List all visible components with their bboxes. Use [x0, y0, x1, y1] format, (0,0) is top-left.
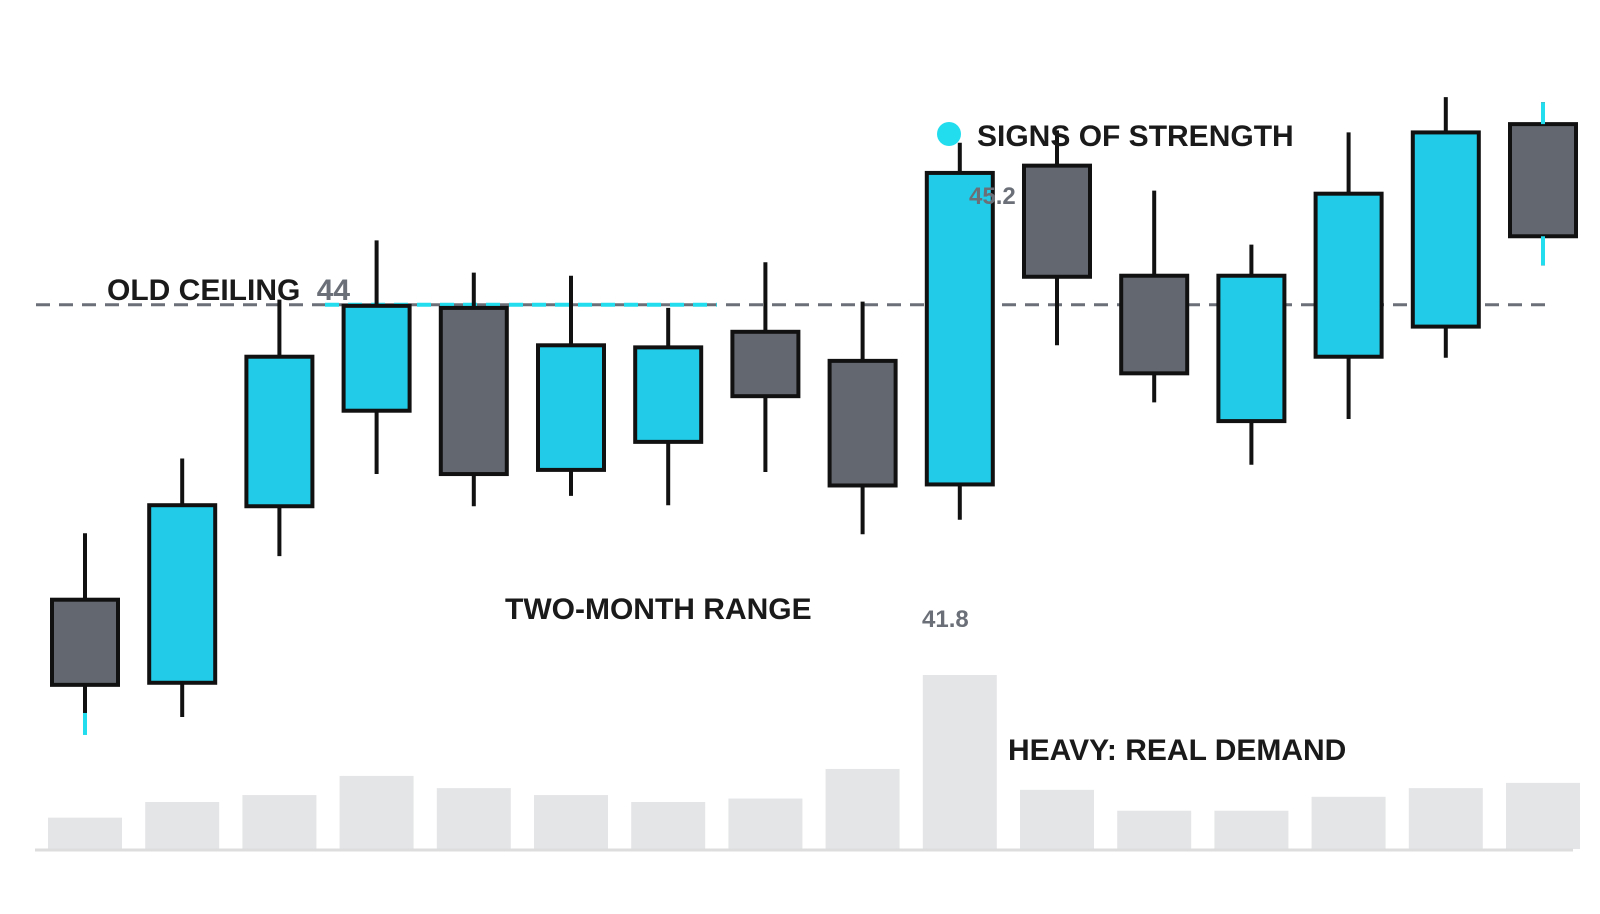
- two-month-range-label: TWO-MONTH RANGE: [505, 593, 812, 626]
- candle: [1119, 190, 1190, 403]
- volume-bar: [48, 817, 122, 849]
- candle: [827, 301, 898, 535]
- candle: [147, 458, 218, 718]
- candle-body-up: [244, 354, 315, 509]
- volume-bar: [825, 768, 900, 849]
- candle-body-down: [1022, 163, 1092, 279]
- volume-bar: [1311, 796, 1386, 849]
- candle: [1216, 244, 1287, 465]
- high-value-label: 45.2: [969, 183, 1016, 210]
- candle: [50, 533, 120, 715]
- candle-body-up: [341, 303, 412, 413]
- volume-bar: [1214, 810, 1289, 849]
- volume-bar: [1506, 782, 1580, 849]
- low-value-label: 41.8: [922, 606, 969, 633]
- candle: [924, 142, 995, 520]
- candle-body-down: [730, 329, 801, 399]
- candle: [438, 272, 509, 507]
- volume-bar: [436, 788, 511, 849]
- candle-body-down: [1508, 122, 1578, 239]
- annotations: OLD CEILING 44 TWO-MONTH RANGE SIGNS OF …: [107, 120, 1346, 767]
- volume-bar: [631, 802, 706, 849]
- candles: [50, 97, 1578, 735]
- volume-bar: [728, 798, 803, 849]
- volume-bar: [1117, 810, 1192, 849]
- strength-marker-icon: [937, 122, 961, 146]
- candle: [1410, 97, 1481, 358]
- volume-bar: [145, 802, 220, 849]
- candle-body-up: [147, 503, 218, 685]
- volume-bar: [1408, 788, 1483, 849]
- candle-body-up: [1313, 191, 1384, 359]
- candle-body-up: [633, 345, 704, 444]
- volume-bar: [534, 795, 608, 849]
- volume-bar: [339, 775, 414, 849]
- old-ceiling-label: OLD CEILING 44: [107, 274, 350, 307]
- candle-body-down: [438, 305, 509, 477]
- candle: [341, 240, 412, 475]
- candle-body-down: [1119, 273, 1190, 376]
- candle-body-up: [924, 170, 995, 487]
- candle: [244, 299, 315, 557]
- candle-body-down: [50, 597, 120, 687]
- volume-bars: [48, 675, 1580, 849]
- volume-bar: [242, 795, 317, 849]
- candle-body-up: [1410, 130, 1481, 329]
- heavy-volume-label: HEAVY: REAL DEMAND: [1008, 734, 1346, 767]
- candle: [1313, 132, 1384, 420]
- candle: [730, 262, 801, 472]
- signs-of-strength-label: SIGNS OF STRENGTH: [977, 120, 1294, 153]
- candle: [633, 307, 704, 506]
- volume-bar: [922, 675, 997, 849]
- candle: [536, 275, 606, 496]
- volume-bar: [1020, 789, 1094, 849]
- candle-body-down: [827, 358, 898, 488]
- candle-body-up: [536, 343, 606, 472]
- candle-body-up: [1216, 273, 1287, 424]
- candle: [1022, 130, 1092, 346]
- old-ceiling-value: 44: [317, 274, 351, 307]
